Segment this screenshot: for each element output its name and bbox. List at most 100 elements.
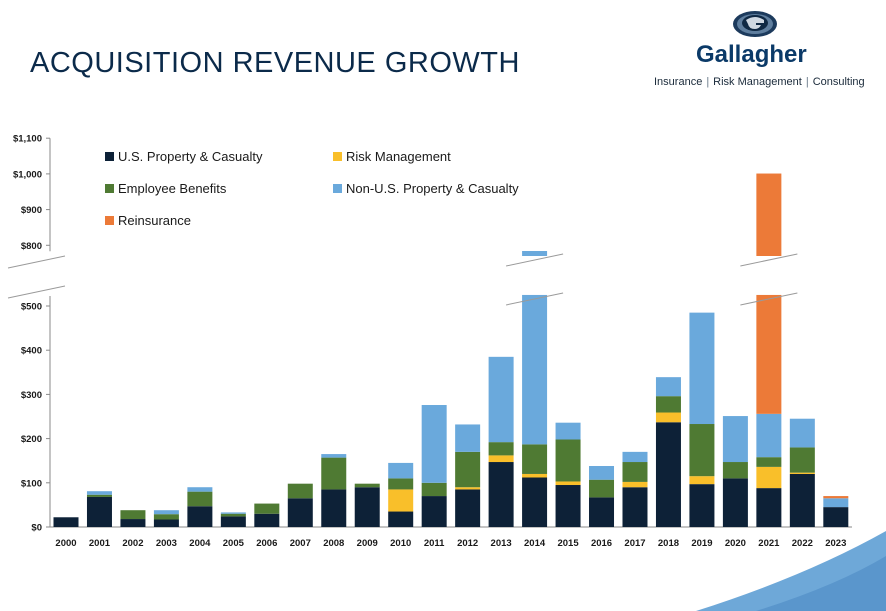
bar-segment <box>655 396 681 413</box>
legend-item: Reinsurance <box>105 213 191 228</box>
bar-segment <box>789 472 815 474</box>
bar-segment <box>756 488 782 527</box>
bar-segment <box>388 511 414 527</box>
bar-segment <box>354 483 380 488</box>
bar-segment <box>220 516 246 527</box>
bar-segment <box>455 424 481 452</box>
legend-swatch <box>333 152 342 161</box>
x-tick-label: 2018 <box>658 538 679 549</box>
y-tick-label: $100 <box>21 478 42 489</box>
bar-segment <box>555 439 581 482</box>
bar-segment <box>388 462 414 479</box>
bar-segment <box>555 485 581 527</box>
bar-segment <box>789 418 815 448</box>
bar-segment <box>689 484 715 527</box>
bar-segment <box>254 513 280 527</box>
bar-break-mark <box>740 253 798 267</box>
x-tick-label: 2014 <box>524 538 546 549</box>
x-tick-label: 2013 <box>491 538 512 549</box>
x-tick-label: 2007 <box>290 538 311 549</box>
bar-segment <box>488 442 514 456</box>
bar-segment <box>120 519 146 527</box>
x-tick-label: 2022 <box>792 538 813 549</box>
y-tick-label: $400 <box>21 346 42 357</box>
x-tick-label: 2011 <box>424 538 445 549</box>
x-tick-label: 2006 <box>256 538 277 549</box>
bar-segment <box>488 455 514 463</box>
bar-segment <box>622 487 648 527</box>
legend-item: U.S. Property & Casualty <box>105 149 263 164</box>
bar-segment <box>488 462 514 527</box>
bar-segment <box>622 451 648 463</box>
bar-segment <box>555 481 581 486</box>
bar-segment <box>756 413 782 458</box>
bar-segment <box>421 496 447 527</box>
legend-label: Non-U.S. Property & Casualty <box>346 181 519 196</box>
gallagher-logo: Gallagher Insurance | Risk Management | Cons… <box>640 8 870 98</box>
bar-segment <box>589 497 615 527</box>
bar-segment <box>86 494 112 497</box>
brand-tagline: Insurance | Risk Management | Consulting <box>654 76 865 88</box>
y-tick-label: $200 <box>21 434 42 445</box>
bar-segment <box>321 457 347 490</box>
x-tick-label: 2008 <box>323 538 344 549</box>
bar-segment <box>187 506 213 527</box>
legend-item: Employee Benefits <box>105 181 226 196</box>
legend-swatch <box>105 184 114 193</box>
bar-segment <box>756 173 782 256</box>
bar-segment <box>689 476 715 485</box>
bar-segment <box>388 489 414 512</box>
bar-segment <box>522 294 548 445</box>
bar-segment <box>589 466 615 480</box>
bar-segment <box>153 519 179 527</box>
bar-segment <box>655 422 681 527</box>
x-tick-label: 2020 <box>725 538 746 549</box>
corner-swoosh <box>696 531 886 611</box>
bar-segment <box>321 454 347 458</box>
bar-segment <box>153 514 179 520</box>
bar-segment <box>722 416 748 463</box>
bar-segment <box>321 489 347 527</box>
bar-segment <box>655 412 681 423</box>
bar-segment <box>421 405 447 483</box>
bar-segment <box>522 477 548 527</box>
bar-segment <box>388 478 414 490</box>
bar-segment <box>689 312 715 425</box>
bar-segment <box>220 513 246 517</box>
legend-label: Risk Management <box>346 149 451 164</box>
bar-break-mark <box>505 253 564 267</box>
bar-segment <box>455 487 481 490</box>
x-tick-label: 2017 <box>624 538 645 549</box>
legend-item: Non-U.S. Property & Casualty <box>333 181 519 196</box>
x-tick-label: 2012 <box>457 538 478 549</box>
bar-segment <box>220 512 246 514</box>
bar-segment <box>722 478 748 527</box>
axis-break-mark <box>7 255 66 269</box>
x-tick-label: 2003 <box>156 538 177 549</box>
tagline-insurance: Insurance <box>654 76 703 88</box>
y-tick-label: $800 <box>21 241 42 252</box>
bar-segment <box>522 444 548 474</box>
x-tick-label: 2023 <box>825 538 846 549</box>
bar-segment <box>823 507 849 527</box>
bar-segment <box>522 473 548 478</box>
legend-label: Reinsurance <box>118 213 191 228</box>
x-tick-label: 2016 <box>591 538 612 549</box>
bar-segment <box>354 487 380 527</box>
bar-segment <box>823 498 849 508</box>
legend-label: Employee Benefits <box>118 181 227 196</box>
bar-segment <box>689 424 715 477</box>
page-title: ACQUISITION REVENUE GROWTH <box>30 47 520 79</box>
bar-segment <box>254 503 280 514</box>
x-tick-label: 2010 <box>390 538 411 549</box>
y-tick-label: $0 <box>31 523 42 534</box>
x-tick-label: 2009 <box>357 538 378 549</box>
bar-break-mark <box>740 292 798 306</box>
bar-segment <box>421 482 447 497</box>
bar-segment <box>86 496 112 527</box>
bar-segment <box>455 451 481 488</box>
x-tick-label: 2002 <box>122 538 143 549</box>
bar-segment <box>589 479 615 498</box>
bar-segment <box>756 457 782 467</box>
